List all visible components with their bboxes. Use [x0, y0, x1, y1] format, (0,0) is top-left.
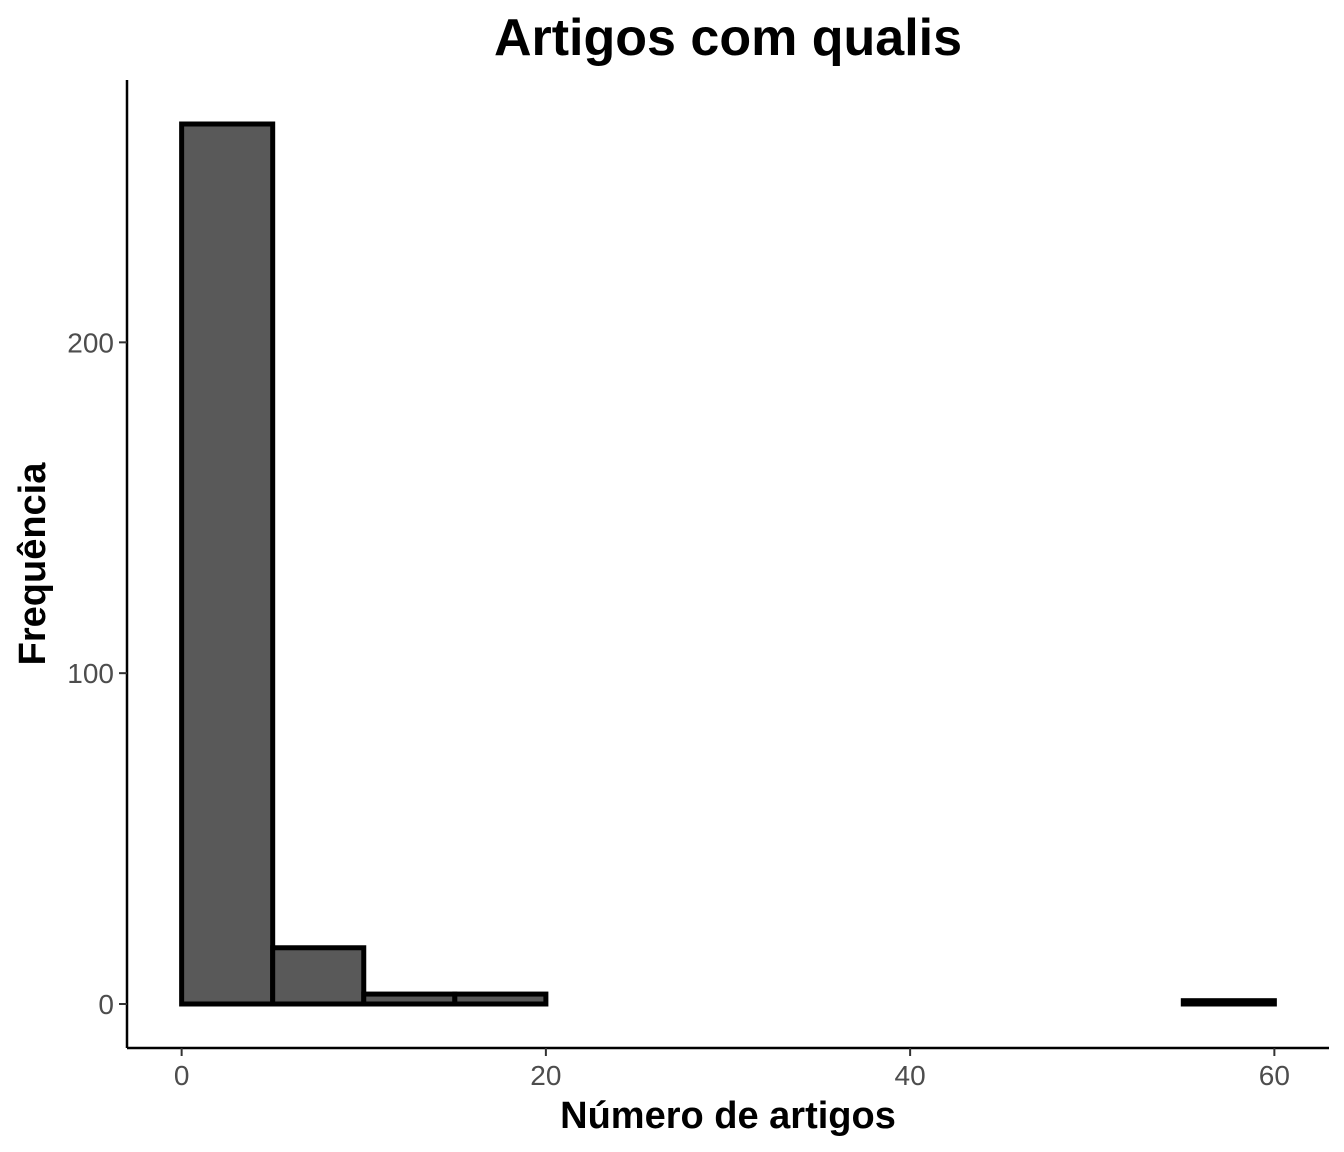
x-ticks-group: 0 20 40 60 — [174, 1048, 1290, 1091]
histogram-bar — [452, 991, 549, 1007]
y-tick-label: 0 — [98, 989, 114, 1020]
y-tick-label: 100 — [67, 658, 114, 689]
histogram-bar — [361, 991, 458, 1007]
bars-group — [179, 121, 1277, 1007]
x-axis-title: Número de artigos — [560, 1095, 896, 1137]
y-axis-title: Frequência — [12, 462, 54, 666]
histogram-bar — [270, 945, 367, 1007]
chart-title: Artigos com qualis — [494, 9, 962, 67]
histogram-bar — [1180, 998, 1277, 1007]
x-tick-label: 20 — [530, 1060, 561, 1091]
y-ticks-group: 0 100 200 — [67, 327, 127, 1020]
histogram-bar — [179, 121, 276, 1007]
y-tick-label: 200 — [67, 327, 114, 358]
x-tick-label: 60 — [1259, 1060, 1290, 1091]
x-tick-label: 40 — [895, 1060, 926, 1091]
x-tick-label: 0 — [174, 1060, 190, 1091]
